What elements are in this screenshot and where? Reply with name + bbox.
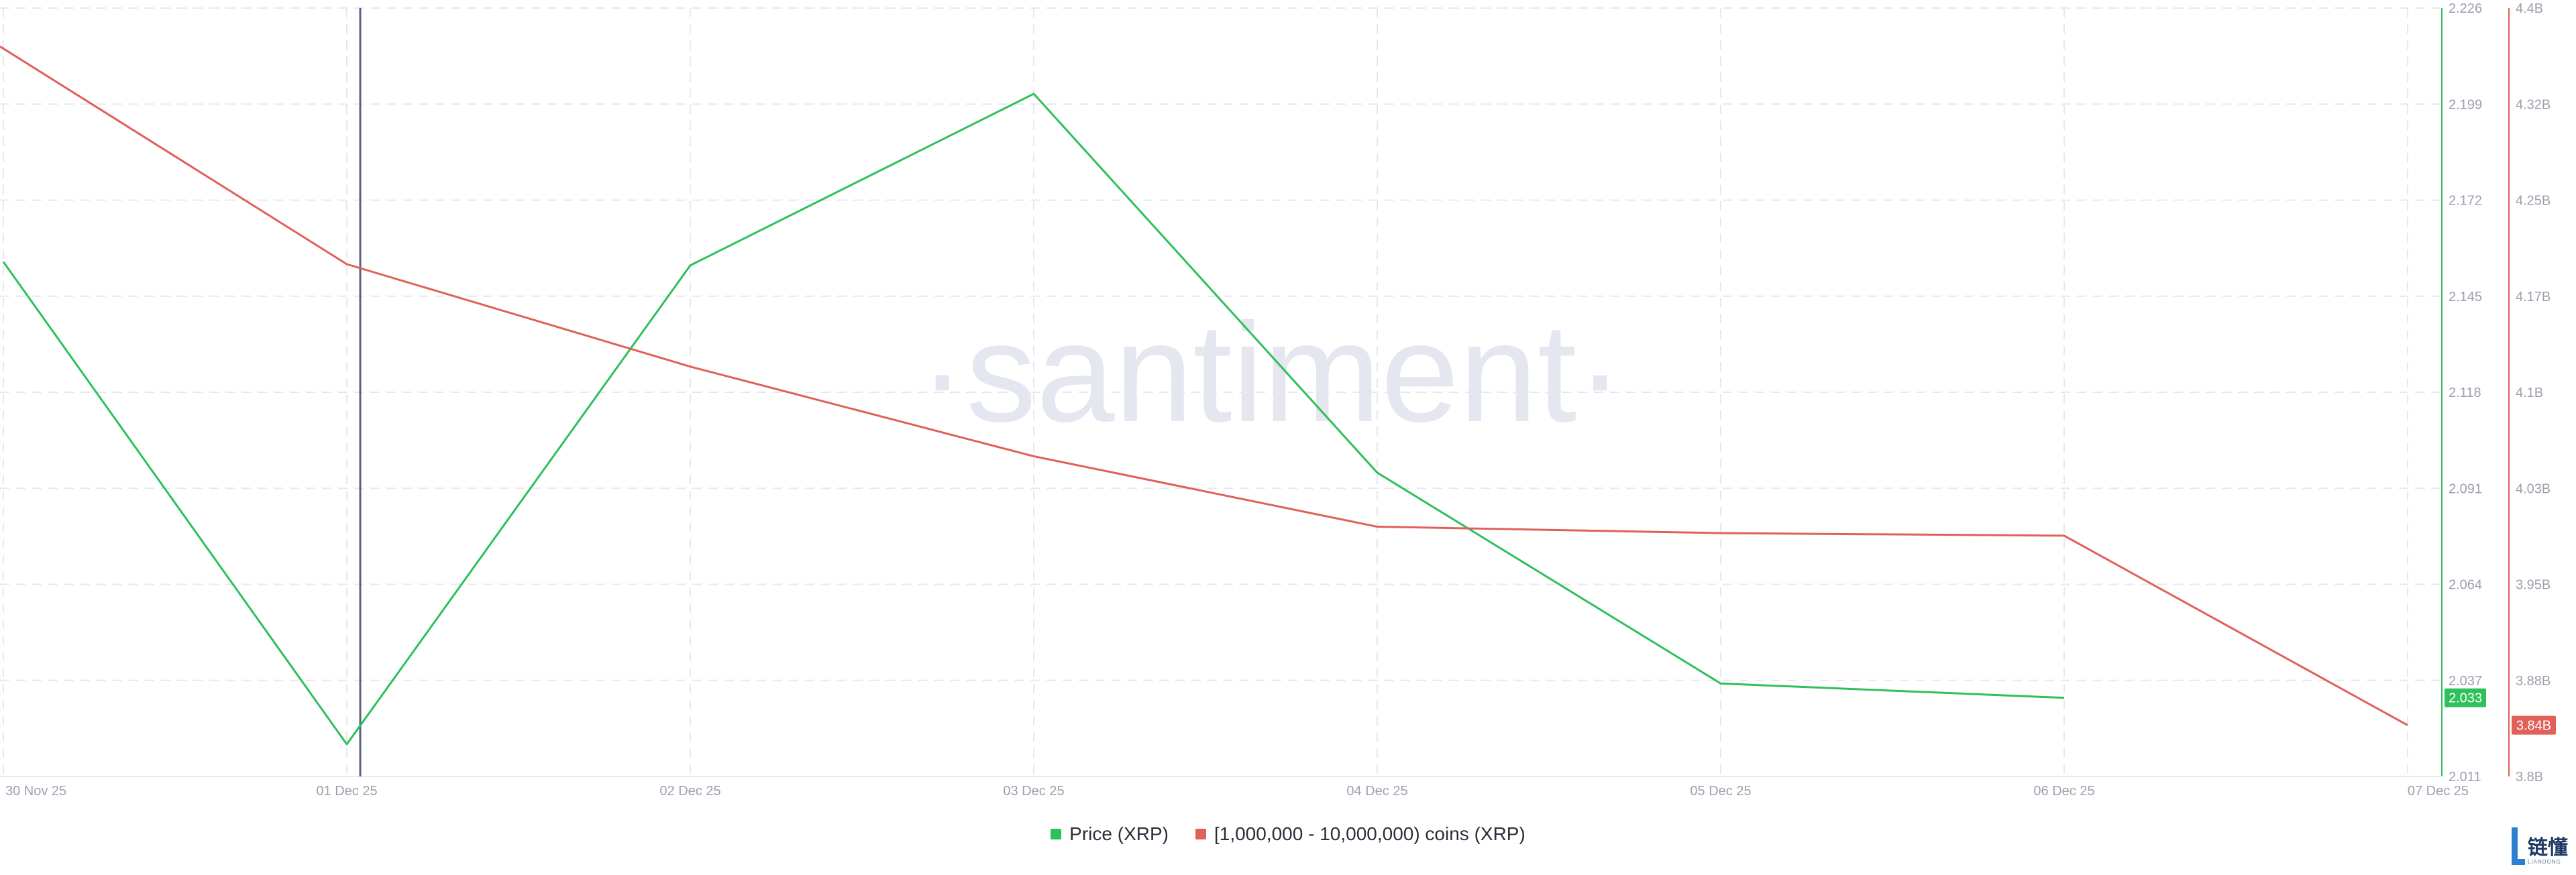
legend-item-price[interactable]: Price (XRP) bbox=[1051, 823, 1169, 845]
legend: Price (XRP) [1,000,000 - 10,000,000) coi… bbox=[0, 823, 2576, 845]
price-tick-label: 2.199 bbox=[2449, 97, 2482, 112]
holdings-tick-label: 4.1B bbox=[2516, 386, 2543, 400]
legend-item-holdings[interactable]: [1,000,000 - 10,000,000) coins (XRP) bbox=[1195, 823, 1525, 845]
legend-label-price: Price (XRP) bbox=[1069, 823, 1169, 845]
x-tick-label: 05 Dec 25 bbox=[1690, 784, 1751, 799]
holdings-tick-label: 4.32B bbox=[2516, 97, 2551, 112]
holdings-tick-label: 4.4B bbox=[2516, 1, 2543, 16]
holdings-tick-label: 4.25B bbox=[2516, 194, 2551, 209]
price-tick-label: 2.011 bbox=[2449, 770, 2481, 784]
price-tick-label: 2.118 bbox=[2449, 386, 2481, 400]
x-tick-label: 07 Dec 25 bbox=[2408, 784, 2469, 799]
l-logo-icon bbox=[2512, 827, 2525, 865]
holdings-tick-label: 3.88B bbox=[2516, 674, 2551, 689]
x-tick-label: 03 Dec 25 bbox=[1003, 784, 1064, 799]
x-tick-label: 02 Dec 25 bbox=[659, 784, 720, 799]
brand-subtitle: LIANDONG bbox=[2528, 859, 2561, 865]
x-tick-label: 04 Dec 25 bbox=[1346, 784, 1407, 799]
holdings-last-value: 3.84B bbox=[2516, 719, 2551, 734]
price-tick-label: 2.172 bbox=[2449, 194, 2482, 209]
x-tick-label: 01 Dec 25 bbox=[316, 784, 377, 799]
holdings-tick-label: 4.03B bbox=[2516, 481, 2551, 496]
watermark-text: ·santiment· bbox=[919, 294, 1623, 451]
price-tick-label: 2.064 bbox=[2449, 578, 2482, 593]
holdings-tick-label: 3.95B bbox=[2516, 578, 2551, 593]
holdings-swatch-icon bbox=[1195, 829, 1206, 839]
holdings-tick-label: 3.8B bbox=[2516, 770, 2543, 784]
holdings-tick-label: 4.17B bbox=[2516, 290, 2551, 304]
price-tick-label: 2.145 bbox=[2449, 290, 2482, 304]
legend-label-holdings: [1,000,000 - 10,000,000) coins (XRP) bbox=[1214, 823, 1525, 845]
price-last-value: 2.033 bbox=[2449, 691, 2482, 706]
brand-name: 链懂 bbox=[2528, 837, 2568, 859]
price-tick-label: 2.037 bbox=[2449, 674, 2482, 689]
brand-logo: 链懂 LIANDONG bbox=[2512, 827, 2568, 865]
price-tick-label: 2.091 bbox=[2449, 481, 2482, 496]
x-tick-label: 30 Nov 25 bbox=[5, 784, 66, 799]
x-tick-label: 06 Dec 25 bbox=[2033, 784, 2094, 799]
price-tick-label: 2.226 bbox=[2449, 1, 2482, 16]
price-swatch-icon bbox=[1051, 829, 1061, 839]
